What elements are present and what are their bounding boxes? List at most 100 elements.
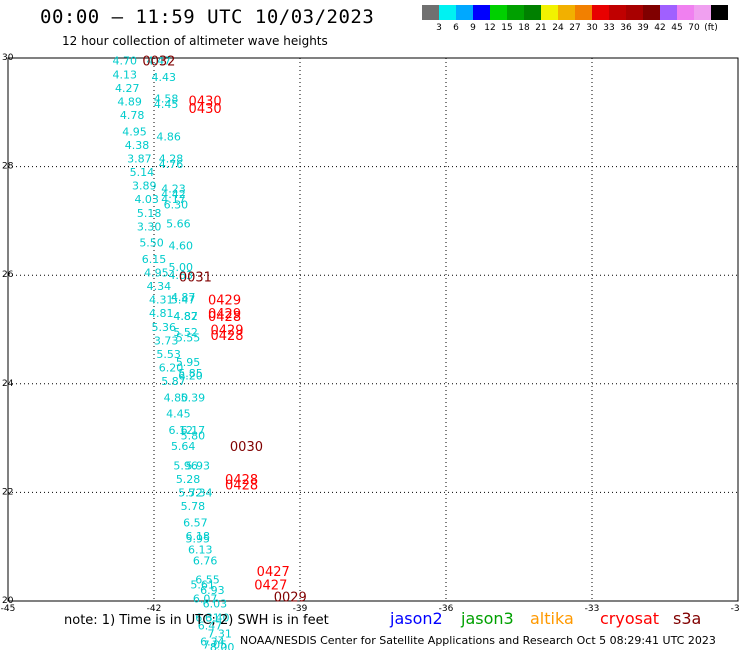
wave-height-label: 6.12 [169, 424, 194, 437]
wave-height-label: 4.58 [154, 93, 179, 106]
colorbar-swatch [439, 5, 456, 20]
wave-height-label: 5.95 [186, 533, 211, 546]
x-tick-label: -42 [147, 604, 162, 614]
x-tick-label: -45 [1, 604, 16, 614]
wave-height-label: 6.18 [186, 530, 211, 543]
wave-height-label: 4.45 [166, 408, 191, 421]
legend-jason3: jason3 [461, 609, 514, 628]
wave-height-label: 6.57 [183, 516, 208, 529]
pass-time-label: 0428 [208, 310, 241, 325]
y-tick-label: 26 [2, 270, 14, 280]
legend-label: jason2 [390, 609, 443, 628]
colorbar-swatch [677, 5, 694, 20]
colorbar-swatch [575, 5, 592, 20]
colorbar-swatch [558, 5, 575, 20]
wave-height-label: 4.45 [154, 98, 179, 111]
wave-height-label: 4.43 [151, 71, 176, 84]
colorbar-swatch [643, 5, 660, 20]
wave-height-label: 7.31 [207, 628, 232, 641]
x-tick-label: -30 [731, 604, 740, 614]
colorbar-swatch [490, 5, 507, 20]
x-tick-label: -33 [585, 604, 600, 614]
pass-time-label: 0029 [274, 591, 307, 606]
legend-label: jason3 [461, 609, 514, 628]
colorbar-swatch [711, 5, 728, 20]
wave-height-label: 5.61 [190, 579, 215, 592]
wave-height-label: 5.64 [171, 440, 196, 453]
wave-height-label: 5.28 [176, 473, 201, 486]
wave-height-label: 5.53 [156, 348, 181, 361]
wave-height-label: 5.55 [176, 332, 201, 345]
legend-cryosat: cryosat [600, 609, 659, 628]
pass-time-label: 0429 [210, 324, 243, 339]
wave-height-label: 4.70 [113, 55, 138, 68]
wave-height-label: 4.13 [113, 68, 138, 81]
wave-height-label: 5.96 [173, 459, 198, 472]
wave-height-label: 4.78 [120, 109, 145, 122]
wave-height-label: 6.03 [203, 598, 228, 611]
legend-label: cryosat [600, 609, 660, 628]
plot-frame [7, 57, 739, 602]
wave-height-label: 4.89 [117, 95, 142, 108]
wave-height-label: 6.15 [142, 253, 167, 266]
wave-height-label: 5.52 [173, 326, 198, 339]
colorbar-label: 21 [535, 23, 547, 33]
wave-height-label: 4.81 [149, 307, 174, 320]
wave-height-label: 4.27 [115, 82, 140, 95]
wave-height-label: 5.39 [181, 391, 206, 404]
wave-height-label: 5.85 [178, 367, 203, 380]
y-tick-label: 20 [2, 596, 14, 606]
wave-height-label: 5.14 [130, 166, 155, 179]
y-tick-label: 28 [2, 162, 14, 172]
pass-time-label: 0428 [225, 473, 258, 488]
wave-height-label: 5.95 [176, 356, 201, 369]
colorbar-label: (ft) [704, 23, 718, 33]
colorbar-label: 36 [620, 23, 632, 33]
colorbar-swatch [626, 5, 643, 20]
wave-height-label: 4.47 [147, 55, 172, 68]
wave-height-label: 4.87 [171, 291, 196, 304]
wave-height-label: 4.76 [159, 158, 184, 171]
colorbar-label: 27 [569, 23, 581, 33]
wave-height-label: 5.18 [137, 207, 162, 220]
pass-time-label: 0031 [179, 270, 212, 285]
wave-height-label: 5.36 [151, 321, 176, 334]
wave-height-label: 4.03 [134, 193, 159, 206]
wave-height-label: 4.42 [161, 188, 186, 201]
wave-height-label: 3.73 [154, 334, 179, 347]
pass-time-label: 0429 [208, 294, 241, 309]
legend-altika: altika [530, 609, 574, 628]
wave-height-label: 6.17 [181, 424, 206, 437]
wave-height-label: 6.30 [164, 199, 189, 212]
pass-time-label: 0429 [208, 307, 241, 322]
wave-height-label: 5.87 [161, 375, 186, 388]
x-tick-label: -39 [293, 604, 308, 614]
colorbar-swatch [422, 5, 439, 20]
wave-height-label: 6.40 [205, 611, 230, 624]
wave-height-label: 3.30 [137, 220, 162, 233]
wave-height-label: 6.55 [195, 573, 220, 586]
wave-height-label: 5.00 [169, 261, 194, 274]
wave-height-label: 4.95 [144, 266, 169, 279]
y-tick-label: 30 [2, 53, 14, 63]
pass-time-label: 0032 [142, 55, 175, 70]
wave-height-label: 4.86 [156, 131, 181, 144]
wave-height-label: 4.80 [164, 391, 189, 404]
pass-time-label: 0428 [225, 478, 258, 493]
colorbar-label: 12 [484, 23, 496, 33]
colorbar-swatch [609, 5, 626, 20]
wave-height-label: 5.80 [181, 429, 206, 442]
pass-time-label: 0428 [210, 329, 243, 344]
wave-height-label: 4.23 [161, 182, 186, 195]
pass-time-label: 0430 [189, 94, 222, 109]
wave-height-label: 6.20 [159, 362, 184, 375]
wave-height-label: 5.50 [139, 237, 164, 250]
colorbar-swatch [507, 5, 524, 20]
legend-label: altika [530, 609, 574, 628]
colorbar-label: 70 [688, 23, 700, 33]
colorbar-swatch [473, 5, 490, 20]
y-tick-label: 24 [2, 379, 14, 389]
wave-height-label: 5.78 [181, 500, 206, 513]
wave-height-label: 4.60 [169, 239, 194, 252]
